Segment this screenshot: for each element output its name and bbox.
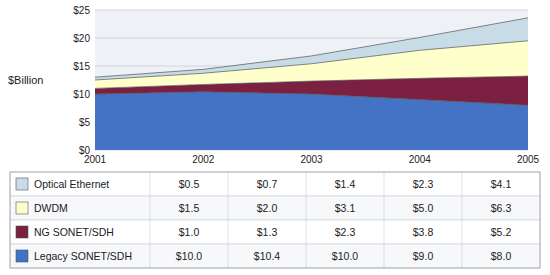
x-tick-label: 2005	[517, 154, 540, 165]
table-divider	[228, 172, 229, 196]
legend-label: Legacy SONET/SDH	[34, 250, 132, 262]
x-tick-label: 2001	[84, 154, 107, 165]
table-row	[10, 196, 540, 220]
table-divider	[306, 172, 307, 196]
table-divider	[150, 220, 151, 244]
x-tick-label: 2004	[409, 154, 432, 165]
legend-swatch	[16, 226, 28, 238]
table-row	[10, 244, 540, 268]
area-edge	[95, 92, 528, 105]
plot-background	[95, 10, 528, 150]
x-tick-label: 2002	[192, 154, 215, 165]
table-value: $1.4	[335, 178, 356, 190]
legend-label: DWDM	[34, 202, 68, 214]
areas	[95, 18, 528, 150]
x-tick-label: 2003	[300, 154, 323, 165]
area-edge	[95, 76, 528, 88]
table-border	[10, 172, 540, 268]
area	[95, 41, 528, 89]
legend-swatch	[16, 178, 28, 190]
y-tick-label: $25	[73, 5, 90, 16]
table-value: $4.1	[491, 178, 512, 190]
chart-root: $0$5$10$15$20$2520012002200320042005$Bil…	[0, 0, 550, 275]
table-divider	[462, 172, 463, 196]
table-value: $1.0	[179, 226, 200, 238]
table-value: $6.3	[491, 202, 512, 214]
table-value: $5.2	[491, 226, 512, 238]
legend-swatch	[16, 250, 28, 262]
area-edge	[95, 18, 528, 77]
table-divider	[462, 244, 463, 268]
table-row	[10, 172, 540, 196]
table-divider	[228, 244, 229, 268]
table-divider	[306, 244, 307, 268]
table-row	[10, 220, 540, 244]
table-divider	[228, 220, 229, 244]
table-divider	[150, 244, 151, 268]
y-axis-label: $Billion	[8, 74, 43, 86]
table-value: $8.0	[491, 250, 512, 262]
table-value: $3.1	[335, 202, 356, 214]
legend-label: Optical Ethernet	[34, 178, 109, 190]
table-divider	[306, 220, 307, 244]
table-value: $5.0	[413, 202, 434, 214]
legend-swatch	[16, 202, 28, 214]
area	[95, 18, 528, 80]
table-value: $2.0	[257, 202, 278, 214]
y-tick-label: $20	[73, 33, 90, 44]
table-divider	[462, 196, 463, 220]
table-divider	[384, 220, 385, 244]
table-divider	[384, 196, 385, 220]
table-divider	[462, 220, 463, 244]
y-tick-label: $10	[73, 89, 90, 100]
table-value: $9.0	[413, 250, 434, 262]
grid-line	[95, 10, 528, 11]
area-edge	[95, 41, 528, 80]
table-value: $1.3	[257, 226, 278, 238]
table-divider	[384, 172, 385, 196]
y-tick-label: $5	[79, 117, 91, 128]
y-tick-label: $15	[73, 61, 90, 72]
table-value: $0.7	[257, 178, 278, 190]
legend-label: NG SONET/SDH	[34, 226, 114, 238]
table-value: $10.0	[332, 250, 358, 262]
table-value: $10.0	[176, 250, 202, 262]
table-divider	[228, 196, 229, 220]
table-value: $10.4	[254, 250, 280, 262]
table-divider	[384, 244, 385, 268]
table-value: $2.3	[413, 178, 434, 190]
table-value: $3.8	[413, 226, 434, 238]
table-divider	[306, 196, 307, 220]
table-value: $0.5	[179, 178, 200, 190]
table-divider	[150, 196, 151, 220]
table-value: $2.3	[335, 226, 356, 238]
table-value: $1.5	[179, 202, 200, 214]
table-divider	[150, 172, 151, 196]
